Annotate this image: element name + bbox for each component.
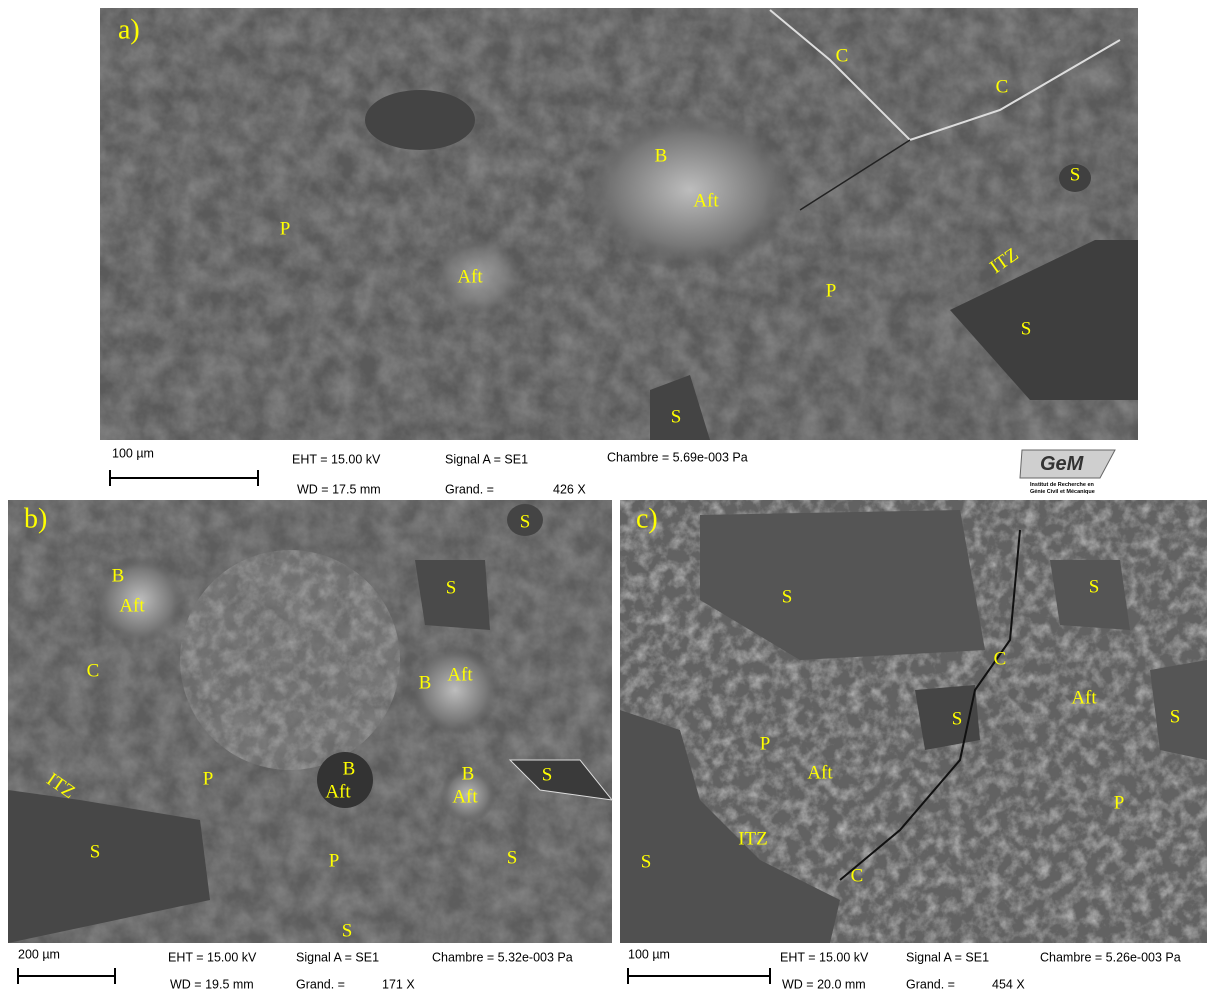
info-bar-b [0,943,612,990]
phase-label: P [1114,792,1125,813]
phase-label: S [641,851,652,872]
micrograph-b [8,500,614,943]
sem-wd: WD = 17.5 mm [297,482,381,496]
phase-label: P [826,280,837,301]
magnification: 171 X [382,977,415,990]
sem-signal: Signal A = SE1 [906,950,989,964]
phase-label: B [112,565,125,586]
phase-label: S [1070,164,1081,185]
phase-label: Aft [452,786,478,807]
phase-label: S [952,708,963,729]
sem-eht: EHT = 15.00 kV [780,950,869,964]
phase-label: B [462,763,475,784]
info-bar-a [100,440,1138,497]
phase-label: C [994,648,1007,669]
sem-chamber: Chambre = 5.32e-003 Pa [432,950,573,964]
phase-label: C [87,660,100,681]
phase-label: S [342,920,353,941]
phase-label: S [446,577,457,598]
phase-label: S [507,847,518,868]
sem-signal: Signal A = SE1 [445,452,528,466]
phase-label: S [782,586,793,607]
phase-label: P [203,768,214,789]
phase-label: Aft [119,595,145,616]
panel-letter: b) [24,503,47,534]
scale-bar-label: 100 µm [112,446,154,460]
phase-label: S [671,406,682,427]
micrograph-c [620,500,1207,943]
phase-label: S [1089,576,1100,597]
phase-label: B [343,758,356,779]
sem-chamber: Chambre = 5.69e-003 Pa [607,450,748,464]
logo-caption: Génie Civil et Mécanique [1030,489,1095,495]
scale-bar-label: 200 µm [18,947,60,961]
info-bar-c [612,943,1209,990]
phase-label: C [996,76,1009,97]
magnification-label: Grand. = [296,977,345,990]
phase-label: P [329,850,340,871]
magnification: 454 X [992,977,1025,990]
phase-label: S [542,764,553,785]
phase-label: Aft [447,664,473,685]
magnification-label: Grand. = [445,482,494,496]
phase-label: S [1021,318,1032,339]
phase-label: Aft [693,190,719,211]
phase-label: S [1170,706,1181,727]
sem-eht: EHT = 15.00 kV [292,452,381,466]
phase-label: ITZ [738,828,768,849]
phase-label: B [419,672,432,693]
phase-label: C [836,45,849,66]
scale-bar-label: 100 µm [628,947,670,961]
sem-eht: EHT = 15.00 kV [168,950,257,964]
phase-label: Aft [457,266,483,287]
phase-label: Aft [1071,687,1097,708]
panel-letter: c) [636,503,658,534]
sem-chamber: Chambre = 5.26e-003 Pa [1040,950,1181,964]
micrograph-a [100,8,1138,440]
panel-letter: a) [118,14,140,45]
logo: GeM Institut de Recherche en Génie Civil… [1019,449,1116,495]
sem-wd: WD = 20.0 mm [782,977,866,990]
magnification: 426 X [553,482,586,496]
phase-label: S [520,511,531,532]
phase-label: B [655,145,668,166]
logo-caption: Institut de Recherche en [1030,482,1095,488]
phase-label: C [851,865,864,886]
phase-label: P [760,733,771,754]
phase-label: Aft [325,781,351,802]
sem-signal: Signal A = SE1 [296,950,379,964]
phase-label: Aft [807,762,833,783]
phase-label: S [90,841,101,862]
logo-mark: GeM [1040,453,1085,475]
sem-wd: WD = 19.5 mm [170,977,254,990]
phase-label: P [280,218,291,239]
magnification-label: Grand. = [906,977,955,990]
